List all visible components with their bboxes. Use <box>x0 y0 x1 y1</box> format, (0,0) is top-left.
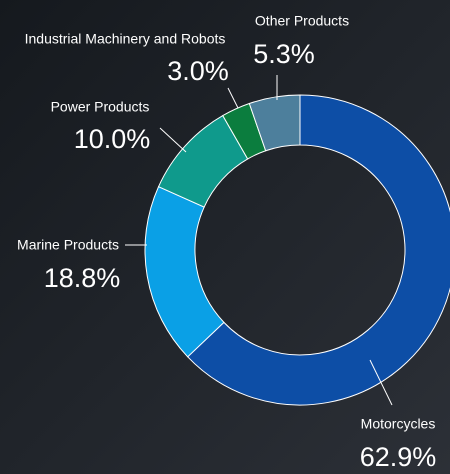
value-label: 3.0% <box>167 56 229 86</box>
category-label: Motorcycles <box>361 416 436 432</box>
leader-line <box>369 359 393 406</box>
category-label: Power Products <box>51 99 150 115</box>
value-label: 18.8% <box>44 263 121 293</box>
slice <box>186 94 450 406</box>
value-label: 62.9% <box>360 442 437 472</box>
leader-line <box>227 87 239 109</box>
slice <box>248 94 301 152</box>
category-label: Other Products <box>255 13 349 29</box>
category-label: Marine Products <box>17 237 119 253</box>
donut <box>144 94 450 406</box>
category-label: Industrial Machinery and Robots <box>25 31 226 47</box>
value-label: 10.0% <box>74 124 151 154</box>
value-label: 5.3% <box>253 39 315 69</box>
leader-line <box>159 127 187 153</box>
